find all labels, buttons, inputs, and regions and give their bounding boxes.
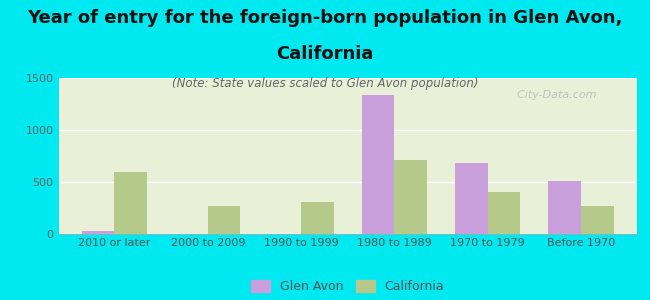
Text: Year of entry for the foreign-born population in Glen Avon,: Year of entry for the foreign-born popul…	[27, 9, 623, 27]
Bar	[549, 181, 581, 234]
Text: City-Data.com: City-Data.com	[510, 91, 596, 100]
Text: California: California	[276, 45, 374, 63]
Bar	[208, 206, 240, 234]
Bar	[455, 163, 488, 234]
Legend: Glen Avon, California: Glen Avon, California	[251, 280, 445, 293]
Bar	[395, 160, 427, 234]
Bar	[362, 94, 395, 234]
Bar	[301, 202, 333, 234]
Bar	[581, 206, 614, 234]
Bar	[114, 172, 147, 234]
Bar	[488, 192, 521, 234]
Text: (Note: State values scaled to Glen Avon population): (Note: State values scaled to Glen Avon …	[172, 76, 478, 89]
Bar	[82, 231, 114, 234]
